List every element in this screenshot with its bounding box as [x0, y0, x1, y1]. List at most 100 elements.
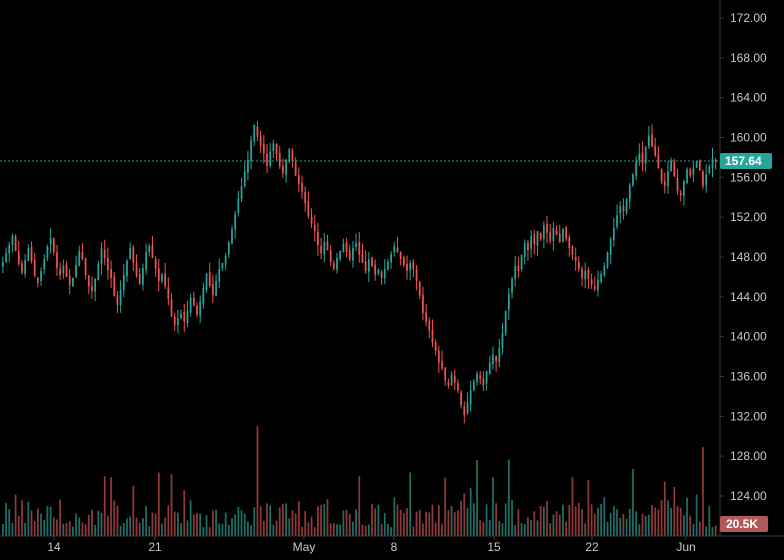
volume-bar [247, 521, 249, 536]
candle-body [221, 262, 224, 269]
price-axis[interactable]: 172.00 168.00 164.00 160.00 156.00 152.00 148.… [720, 11, 767, 503]
volume-bar [272, 524, 275, 536]
candle-body [714, 159, 717, 162]
volume-bar [619, 518, 622, 536]
volume-bar [342, 510, 345, 536]
time-tick-label: 8 [391, 540, 398, 554]
volume-bar [533, 511, 536, 536]
volume-bar [164, 517, 167, 536]
candle-body [17, 251, 20, 264]
volume-bar [97, 510, 100, 536]
volume-bar [644, 515, 647, 536]
volume-bar [676, 506, 679, 536]
volume-bar [40, 513, 42, 536]
candle-body [597, 279, 599, 291]
volume-bar [584, 523, 587, 536]
volume-bar [291, 510, 294, 536]
volume-bar [507, 459, 510, 536]
volume-bar [339, 524, 342, 536]
candle-body [224, 256, 227, 265]
volume-bar [8, 509, 11, 536]
candle-body [692, 168, 695, 175]
candle-body [355, 243, 357, 248]
volume-bar [269, 505, 272, 536]
volume-bar [367, 524, 370, 536]
volume-bar [5, 503, 7, 536]
candle-body [479, 375, 482, 379]
candle-body [371, 257, 373, 266]
candle-body [5, 253, 7, 263]
volume-bar [122, 522, 125, 536]
volume-bar [638, 524, 641, 536]
volume-bar [208, 527, 211, 536]
volume-bars [2, 426, 717, 536]
candle-body [218, 268, 221, 282]
volume-bar [625, 518, 628, 536]
price-tick-label: 156.00 [730, 170, 767, 184]
volume-bar [527, 517, 529, 536]
candle-body [444, 367, 447, 381]
volume-bar [301, 526, 303, 536]
volume-bar [345, 509, 348, 536]
volume-bar [635, 511, 638, 536]
price-tick-label: 140.00 [730, 330, 767, 344]
volume-bar [192, 514, 195, 536]
volume-bar [202, 527, 205, 536]
volume-bar [126, 518, 128, 536]
candle-body [269, 151, 272, 166]
candle-body [205, 273, 208, 290]
volume-bar [145, 506, 147, 536]
candle-body [275, 143, 278, 155]
volume-bar [21, 500, 23, 536]
time-axis[interactable]: 14 21 May 8 15 22 Jun [47, 536, 696, 554]
candle-body [472, 381, 475, 391]
candle-body [62, 265, 65, 274]
volume-bar [492, 477, 494, 536]
candle-body [568, 237, 571, 249]
candle-body [590, 279, 593, 285]
candle-body [705, 174, 708, 186]
volume-bar [352, 521, 354, 536]
candle-body [412, 261, 415, 269]
volume-bar [536, 520, 539, 536]
candle-body [571, 246, 574, 256]
candle-body [396, 247, 399, 253]
volume-bar [253, 507, 256, 536]
volume-bar [641, 514, 644, 536]
volume-bar [259, 506, 262, 536]
volume-bar [56, 519, 58, 536]
volume-bar [663, 481, 666, 536]
candle-body [361, 254, 364, 263]
volume-bar [708, 506, 711, 536]
volume-bar [231, 518, 233, 536]
volume-bar [151, 512, 154, 536]
price-tick-label: 164.00 [730, 91, 767, 105]
volume-bar [135, 517, 138, 536]
candle-body [170, 299, 173, 316]
volume-tag-label: 20.5K [726, 517, 758, 531]
price-tick-label: 132.00 [730, 409, 767, 423]
candle-body [676, 178, 679, 192]
candle-body [686, 169, 688, 184]
candle-body [644, 146, 647, 164]
candle-body [253, 124, 256, 142]
candle-body [632, 174, 634, 186]
candle-body [549, 232, 552, 242]
candle-body [711, 158, 714, 168]
candle-body [527, 242, 529, 251]
volume-bar [377, 504, 380, 536]
candle-body [574, 256, 577, 261]
volume-bar [523, 524, 526, 536]
candle-body [122, 274, 125, 290]
volume-bar [667, 500, 669, 536]
volume-bar [437, 505, 440, 536]
price-tick-label: 160.00 [730, 131, 767, 145]
volume-bar [460, 500, 462, 536]
candle-body [237, 198, 240, 213]
volume-bar [409, 472, 412, 536]
volume-bar [103, 476, 106, 536]
volume-bar [406, 508, 408, 536]
volume-bar [714, 525, 717, 536]
candle-body [278, 152, 281, 167]
